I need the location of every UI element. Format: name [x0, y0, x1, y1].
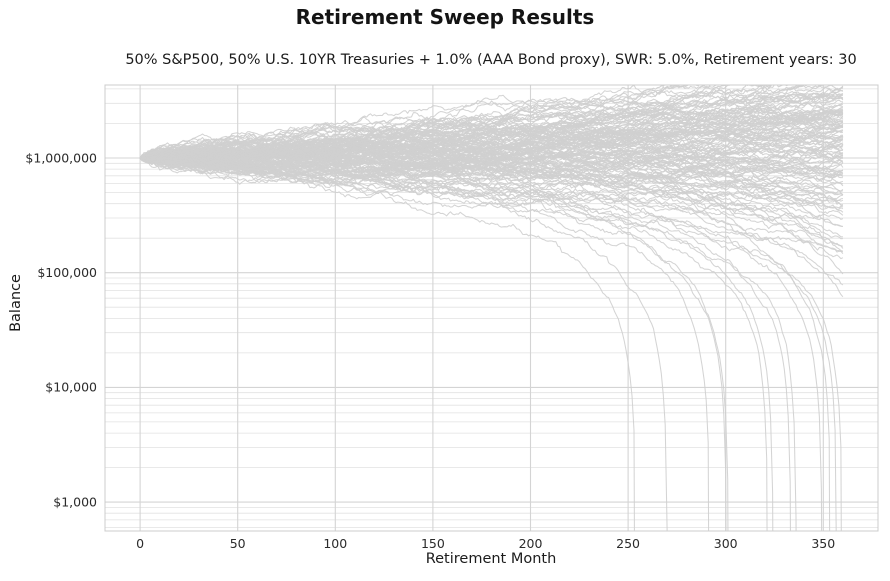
- chart-subtitle: 50% S&P500, 50% U.S. 10YR Treasuries + 1…: [125, 52, 857, 68]
- simulation-path: [139, 157, 635, 531]
- simulation-path: [139, 85, 767, 162]
- simulation-path: [140, 156, 842, 531]
- y-tick-label: $1,000,000: [25, 150, 97, 165]
- simulation-path: [139, 156, 791, 531]
- simulation-path: [139, 122, 844, 175]
- y-tick-label: $100,000: [37, 265, 97, 280]
- simulation-path: [139, 85, 809, 160]
- simulation-path: [139, 145, 844, 170]
- simulation-path: [139, 125, 844, 169]
- simulation-path: [139, 156, 729, 531]
- x-tick-label: 300: [714, 536, 738, 551]
- simulation-path: [139, 132, 844, 165]
- simulation-path: [140, 91, 844, 162]
- simulation-path: [139, 109, 844, 160]
- simulation-paths: [139, 85, 844, 531]
- simulation-path: [140, 114, 844, 166]
- x-axis-label: Retirement Month: [425, 551, 557, 567]
- y-tick-label: $1,000: [53, 494, 97, 509]
- simulation-path: [139, 155, 797, 531]
- chart-title: Retirement Sweep Results: [295, 5, 595, 29]
- simulation-path: [139, 85, 704, 164]
- simulation-path: [139, 116, 844, 163]
- plot-border: [104, 84, 879, 532]
- x-tick-label: 0: [136, 536, 144, 551]
- simulation-path: [139, 154, 668, 531]
- x-tick-label: 50: [230, 536, 246, 551]
- x-tick-label: 350: [811, 536, 835, 551]
- simulation-path: [139, 151, 844, 252]
- simulation-path: [139, 154, 844, 249]
- y-axis-label: Balance: [8, 274, 24, 332]
- simulation-path: [139, 155, 844, 179]
- simulation-path: [139, 155, 844, 213]
- simulation-path: [139, 110, 844, 172]
- simulation-path: [139, 106, 843, 159]
- y-tick-label: $10,000: [45, 380, 97, 395]
- x-tick-label: 150: [421, 536, 445, 551]
- x-tick-label: 250: [616, 536, 640, 551]
- simulation-path: [139, 157, 844, 298]
- simulation-path: [139, 156, 727, 531]
- simulation-path: [139, 155, 710, 531]
- x-tick-label: 200: [519, 536, 543, 551]
- x-tick-label: 100: [323, 536, 347, 551]
